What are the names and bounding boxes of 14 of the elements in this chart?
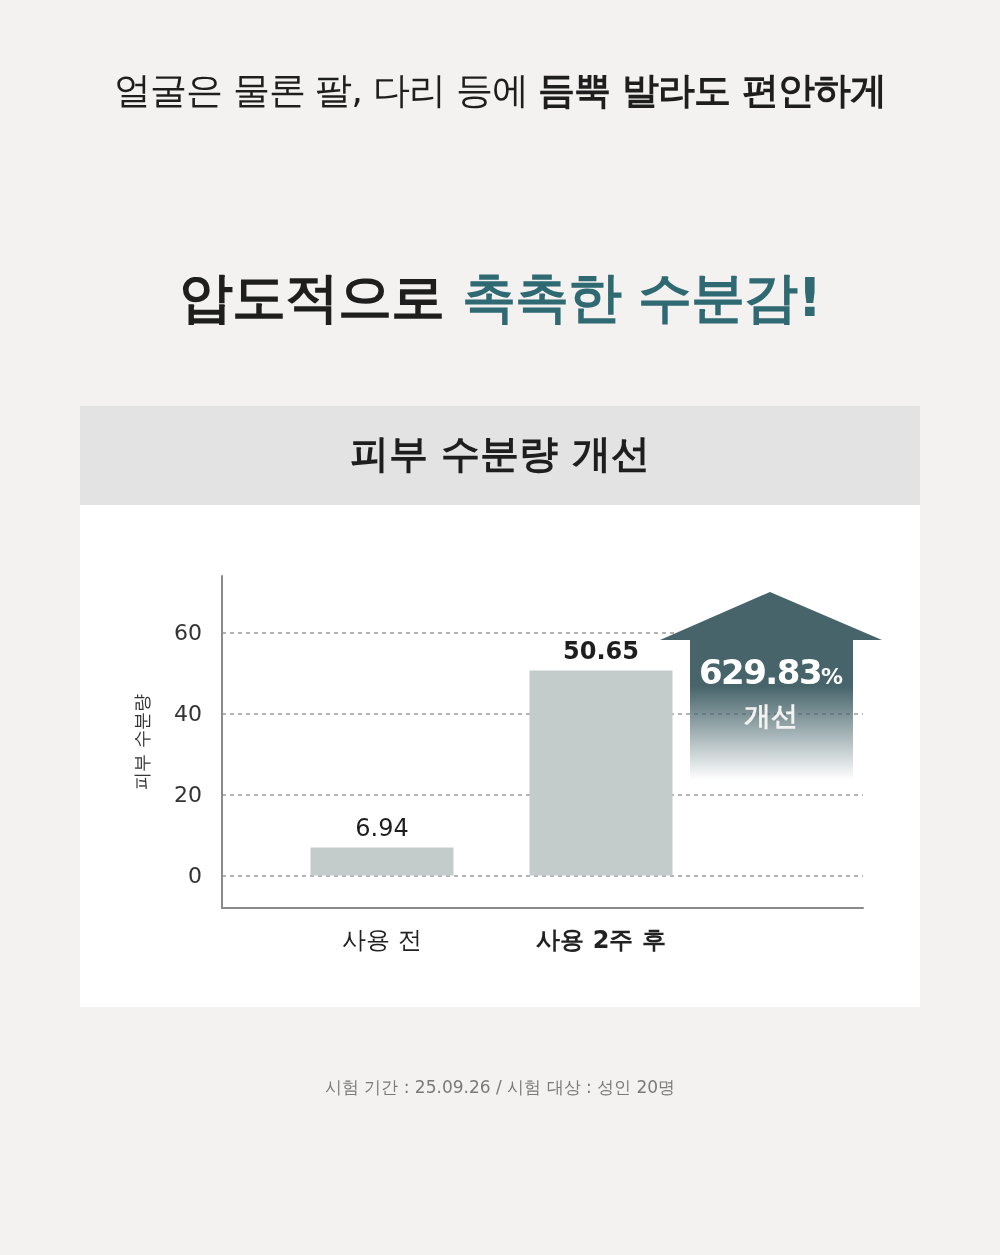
chart-subtitle: 피부 수분량 개선 — [80, 406, 920, 502]
x-tick-label: 사용 전 — [342, 926, 422, 954]
y-tick-label: 60 — [174, 620, 202, 646]
text: 얼굴은 물론 팔, 다리 등에 듬뿍 발라도 편안하게 — [112, 68, 888, 114]
y-tick-label: 40 — [174, 701, 202, 727]
x-tick-label: 사용 2주 후 — [536, 926, 666, 954]
text: 시험 기간 : 25.09.26 / 시험 대상 : 성인 20명 — [323, 1076, 677, 1099]
data-label: 50.65 — [563, 636, 639, 665]
chart-title: 압도적으로 촉촉한 수분감! — [177, 265, 823, 331]
y-tick-label: 20 — [174, 782, 202, 808]
y-axis-title: 피부 수분량 — [130, 694, 152, 790]
data-label: 6.94 — [355, 813, 409, 842]
y-tick-label: 0 — [188, 863, 202, 889]
annotation: 629.83% 개선 — [697, 651, 845, 733]
